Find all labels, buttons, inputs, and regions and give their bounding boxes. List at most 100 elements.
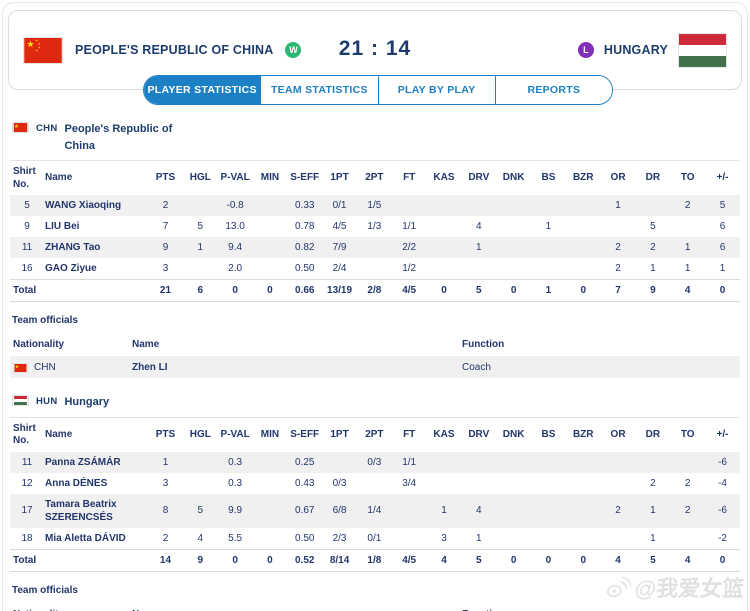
stat-cell: 5 — [719, 200, 726, 211]
stat-cell: 1 — [650, 505, 656, 516]
stat-cell: 7 — [615, 285, 621, 296]
officials-col-function: Function — [462, 339, 505, 350]
stat-cell — [635, 452, 670, 473]
player-row: 17 Tamara Beatrix SZERENCSÉS 8 5 9.9 0.67 6/8 1… — [10, 493, 740, 528]
col-header: 1PT — [330, 172, 349, 184]
stat-cell: 1/1 — [402, 221, 417, 232]
player-name: LIU Bei — [45, 221, 80, 232]
stat-cell: 4 — [684, 554, 691, 566]
stat-cell — [357, 473, 392, 494]
stat-cell — [392, 528, 427, 550]
stat-cell: 9 — [650, 285, 656, 296]
stat-cell: 2 — [162, 200, 169, 211]
officials-header-row: Nationality Name Function — [10, 605, 740, 611]
stat-cell — [531, 237, 566, 258]
stat-cell: 0.33 — [295, 200, 315, 211]
match-score: 21 : 14 — [338, 37, 412, 60]
loss-badge: L — [577, 42, 594, 58]
stat-cell: 5.5 — [228, 532, 243, 544]
stat-cell: 6 — [719, 242, 726, 253]
col-header: S-EFF — [290, 428, 320, 440]
shirt-number: 18 — [21, 532, 33, 544]
total-row: Total 21 6 0 0 0.66 13/19 2/8 4/5 0 5 0 1 0 7 9 4 0 — [10, 279, 740, 302]
stat-cell — [253, 528, 288, 550]
col-header: 2PT — [365, 172, 384, 184]
tab-reports[interactable]: REPORTS — [495, 76, 612, 104]
stat-cell: 4 — [197, 532, 204, 544]
stat-cell: -6 — [718, 505, 727, 516]
player-name: WANG Xiaoqing — [45, 200, 122, 211]
stat-cell — [566, 195, 601, 216]
stat-cell: 0 — [232, 285, 238, 296]
stat-cell — [461, 473, 496, 494]
col-header: KAS — [433, 172, 455, 184]
stat-cell: 8/14 — [329, 554, 350, 566]
stat-cell: 0 — [510, 554, 517, 566]
away-team-block: L HUNGARY — [577, 32, 727, 68]
stat-cell — [392, 494, 427, 528]
win-badge: W — [285, 42, 302, 58]
stat-cell: 4/5 — [402, 285, 417, 296]
col-header: P-VAL — [220, 172, 250, 184]
stat-cell — [531, 452, 566, 473]
col-header: DR — [645, 172, 661, 184]
stat-cell — [566, 473, 601, 494]
stat-cell: 4/5 — [332, 221, 347, 232]
tab-bar: PLAYER STATISTICS TEAM STATISTICS PLAY B… — [143, 75, 613, 105]
stat-cell: 1 — [476, 242, 482, 253]
stat-cell: 0.82 — [295, 242, 315, 253]
stat-cell: 1 — [476, 532, 482, 544]
stat-cell — [357, 258, 392, 280]
stat-cell — [566, 237, 601, 258]
player-row: 11 ZHANG Tao 9 1 9.4 0.82 7/9 2/2 1 2 2 1 6 — [10, 237, 740, 258]
player-row: 11 Panna ZSÁMÁR 1 0.3 0.25 0/3 1/1 -6 — [10, 451, 740, 473]
stat-cell: 5 — [476, 285, 482, 296]
stat-cell: 2 — [615, 242, 621, 253]
stat-cell: 1 — [545, 221, 552, 232]
col-header: DRV — [468, 428, 490, 440]
stat-cell: 0.78 — [295, 221, 315, 232]
stat-cell: 5 — [197, 505, 204, 516]
stat-cell — [496, 195, 531, 216]
stat-cell — [566, 528, 601, 550]
officials-col-name: Name — [132, 339, 160, 350]
stat-cell — [427, 258, 462, 280]
stat-cell: 1/5 — [367, 200, 382, 211]
stat-cell: 3 — [441, 532, 447, 544]
stat-cell — [253, 195, 288, 216]
stat-cell: 13/19 — [327, 285, 353, 296]
stat-cell — [253, 473, 288, 494]
officials-title: Team officials — [12, 315, 78, 326]
stat-cell: -0.8 — [226, 200, 244, 211]
col-header: PTS — [155, 428, 176, 440]
player-stats-table-hun: Shirt No. Name PTS HGL P-VAL MIN S-EFF 1PT 2PT FT… — [10, 416, 740, 572]
stat-cell: 0 — [232, 554, 238, 566]
col-header: Name — [45, 428, 73, 440]
stat-cell: 1/4 — [367, 505, 382, 516]
player-row: 18 Mia Aletta DÁVID 2 4 5.5 0.50 2/3 0/1 3 1 1 -2 — [10, 528, 740, 550]
team-name-label: People's Republic of China — [64, 123, 173, 152]
tab-team-statistics[interactable]: TEAM STATISTICS — [261, 76, 379, 104]
stat-cell: 1 — [719, 263, 726, 274]
col-header: HGL — [189, 428, 211, 440]
stat-cell — [566, 494, 601, 528]
tab-player-statistics[interactable]: PLAYER STATISTICS — [144, 76, 262, 104]
stat-cell: 2.0 — [228, 263, 243, 274]
stat-cell: 2 — [162, 532, 169, 544]
shirt-number: 16 — [21, 263, 33, 274]
stat-cell: 0.52 — [295, 554, 315, 566]
officials-row: CHN Zhen LI Coach — [10, 356, 740, 378]
stat-cell — [670, 216, 705, 237]
watermark: @我爱女篮 — [603, 571, 746, 603]
stat-cell: 0 — [719, 285, 726, 296]
stat-cell: 0/3 — [367, 456, 382, 468]
stat-cell: 2 — [684, 477, 691, 489]
stat-cell — [183, 258, 218, 280]
tab-play-by-play[interactable]: PLAY BY PLAY — [378, 76, 496, 104]
stat-cell: 2 — [684, 505, 691, 516]
stat-cell: 6 — [197, 285, 204, 296]
col-header: MIN — [260, 172, 280, 184]
stat-cell: 1/2 — [402, 263, 417, 274]
stat-cell: -2 — [718, 532, 727, 544]
team-header-chn: CHN People's Republic of China — [12, 121, 740, 154]
